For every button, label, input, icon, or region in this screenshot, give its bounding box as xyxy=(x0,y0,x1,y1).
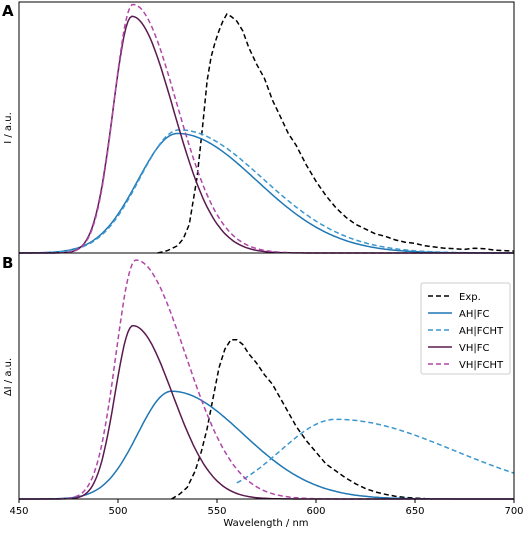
x-axis-label: Wavelength / nm xyxy=(223,518,308,529)
legend: Exp. AH|FC AH|FCHT VH|FC VH|FCHT xyxy=(420,282,511,375)
x-tick-label-700: 700 xyxy=(504,506,523,517)
series-line-exp xyxy=(171,338,425,500)
series-line-vh-fcht xyxy=(19,3,514,254)
legend-label-exp: Exp. xyxy=(459,292,481,303)
series-line-exp xyxy=(157,12,515,254)
x-tick-label-450: 450 xyxy=(9,506,28,517)
panel-a-ylabel: I / a.u. xyxy=(3,112,14,144)
legend-label-ah-fcht: AH|FCHT xyxy=(459,326,504,337)
series-line-ah-fcht xyxy=(236,418,515,484)
series-line-vh-fc xyxy=(19,15,514,254)
panel-a-frame xyxy=(18,1,515,254)
legend-label-vh-fc: VH|FC xyxy=(459,343,489,354)
panel-b-letter: B xyxy=(2,254,13,272)
legend-label-vh-fcht: VH|FCHT xyxy=(459,360,504,371)
panel-b: B 450 500 550 600 650 700 Wavelength / nm ΔI … xyxy=(2,252,524,529)
series-line-ah-fc xyxy=(19,132,514,254)
panel-b-ylabel: ΔI / a.u. xyxy=(3,358,14,396)
x-tick-label-550: 550 xyxy=(207,506,226,517)
x-tick-label-600: 600 xyxy=(306,506,325,517)
x-tick-label-500: 500 xyxy=(108,506,127,517)
series-line-ah-fcht xyxy=(19,129,514,254)
panel-a-lines xyxy=(19,3,515,254)
legend-label-ah-fc: AH|FC xyxy=(459,309,489,320)
x-tick-label-650: 650 xyxy=(405,506,424,517)
panel-b-frame xyxy=(18,252,515,500)
legend-box xyxy=(420,282,511,375)
panel-a: A I / a.u. xyxy=(2,1,515,254)
panel-b-xticks: 450 500 550 600 650 700 xyxy=(9,499,524,517)
panel-a-letter: A xyxy=(2,2,14,20)
